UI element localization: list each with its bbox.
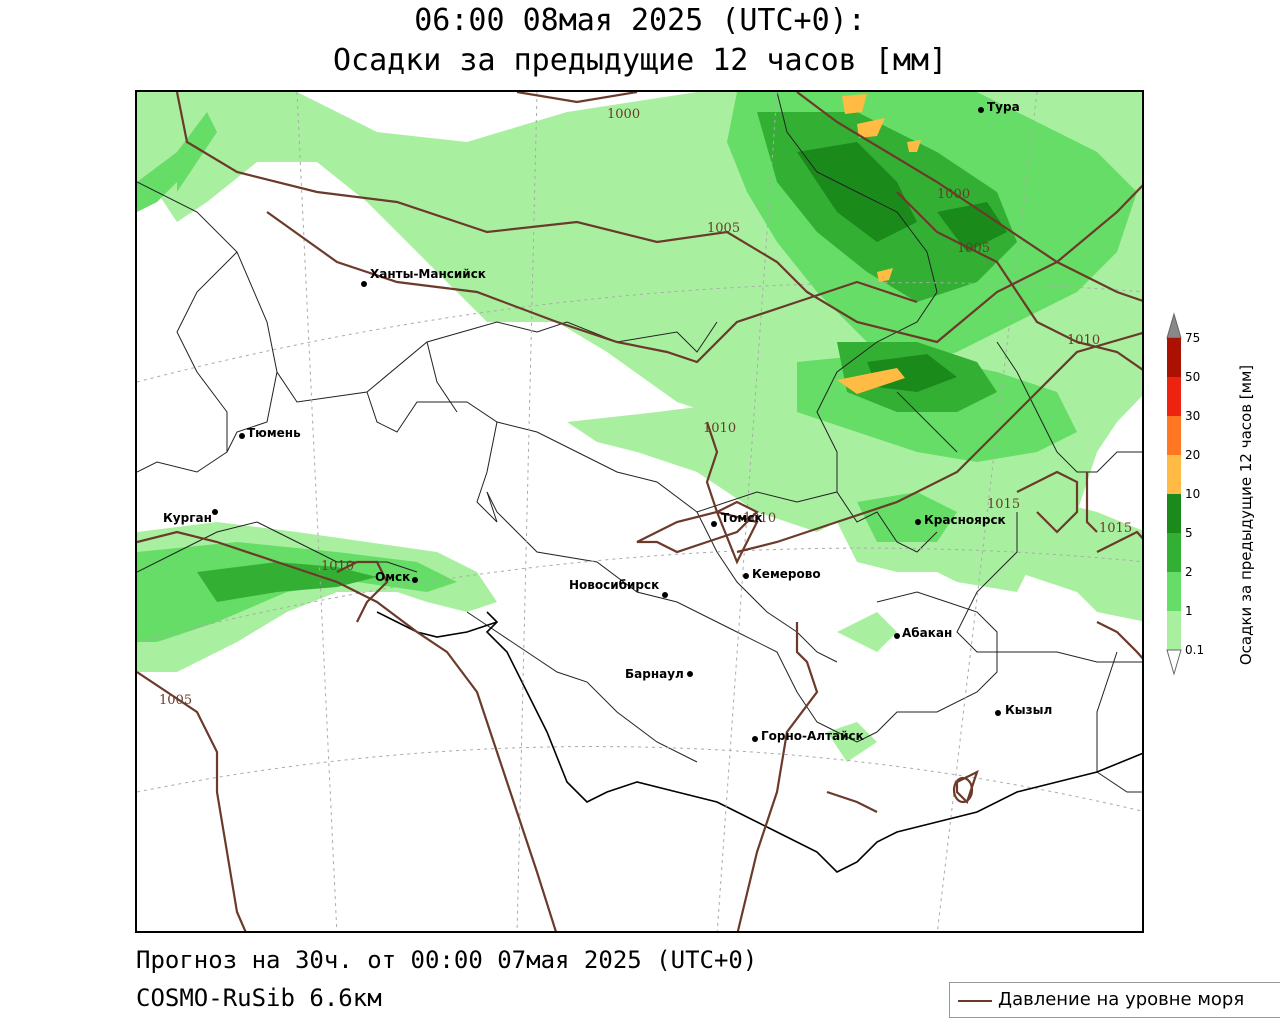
city-dot-krasnoyarsk (915, 519, 921, 525)
colorbar-segment (1167, 416, 1181, 455)
city-label: Кемерово (752, 567, 821, 581)
colorbar-segment (1167, 572, 1181, 611)
administrative-borders (137, 92, 1142, 793)
city-dot-khanty-mansiysk (361, 281, 367, 287)
legend-label: Давление на уровне моря (998, 989, 1245, 1010)
colorbar-tick-label: 10 (1185, 487, 1200, 501)
city-dot-kurgan (212, 509, 218, 515)
city-dot-barnaul (687, 671, 693, 677)
isobar-label: 1005 (159, 693, 192, 708)
colorbar-tick-label: 1 (1185, 604, 1193, 618)
city-label: Курган (163, 511, 212, 525)
map-canvas: 1000 1005 1000 1005 1010 1010 1010 1015 … (137, 92, 1142, 931)
colorbar-svg: 0.1 1 2 5 10 20 30 50 75 (1166, 312, 1204, 676)
colorbar-tick-label: 75 (1185, 331, 1200, 345)
model-name: COSMO-RuSib 6.6км (136, 984, 382, 1012)
isobar-closed-ring (952, 776, 974, 804)
city-dot-tomsk (711, 521, 717, 527)
colorbar-segment (1167, 611, 1181, 650)
colorbar-segment (1167, 494, 1181, 533)
isobar-label: 1010 (743, 511, 776, 526)
map-panel: 1000 1005 1000 1005 1010 1010 1010 1015 … (135, 90, 1144, 933)
colorbar-segment (1167, 533, 1181, 572)
city-dot-novosibirsk (662, 592, 668, 598)
colorbar-bottom-arrow (1166, 649, 1182, 676)
city-markers (212, 107, 1001, 742)
isobar-label: 1010 (321, 559, 354, 574)
colorbar-segment (1167, 455, 1181, 494)
map-title-line1: 06:00 08мая 2025 (UTC+0): (414, 3, 866, 38)
isobar-lines (137, 92, 1142, 931)
isobar-label: 1005 (707, 221, 740, 236)
city-label: Красноярск (924, 513, 1006, 527)
isobar-legend: Давление на уровне моря (949, 982, 1280, 1018)
city-dot-gorno-altaysk (752, 736, 758, 742)
colorbar-tick-label: 2 (1185, 565, 1193, 579)
colorbar-tick-label: 30 (1185, 409, 1200, 423)
isobar-label: 1000 (937, 187, 970, 202)
colorbar-tick-label: 20 (1185, 448, 1200, 462)
city-dot-kemerovo (743, 573, 749, 579)
colorbar-tick-label: 5 (1185, 526, 1193, 540)
colorbar-title-text: Осадки за предыдущие 12 часов [мм] (1237, 364, 1255, 666)
city-label: Томск (721, 511, 763, 525)
city-label: Тура (987, 100, 1020, 114)
map-title-line2: Осадки за предыдущие 12 часов [мм] (332, 43, 948, 78)
colorbar-top-arrow (1166, 312, 1182, 339)
city-label: Тюмень (247, 426, 301, 440)
city-labels: Тура Ханты-Мансийск Тюмень Курган Омск Н… (163, 100, 1052, 743)
city-label: Кызыл (1005, 703, 1052, 717)
isobar-label: 1000 (607, 107, 640, 122)
precipitation-colorbar: 0.1 1 2 5 10 20 30 50 75 (1160, 310, 1220, 720)
city-label: Ханты-Мансийск (370, 267, 486, 281)
city-dot-tura (978, 107, 984, 113)
city-dot-abakan (894, 633, 900, 639)
city-label: Омск (375, 570, 410, 584)
city-label: Барнаул (625, 667, 684, 681)
isobar-label: 1010 (1067, 333, 1100, 348)
colorbar-tick-label: 50 (1185, 370, 1200, 384)
colorbar-segment (1167, 377, 1181, 416)
isobar-label: 1015 (987, 497, 1020, 512)
legend-line-sample (958, 1000, 992, 1002)
isobar-label: 1010 (703, 421, 736, 436)
colorbar-segment (1167, 338, 1181, 377)
city-dot-kyzyl (995, 710, 1001, 716)
precip-extreme-areas (837, 94, 921, 394)
city-label: Новосибирск (569, 578, 659, 592)
state-borders (376, 611, 1142, 873)
city-dot-omsk (412, 577, 418, 583)
isobar-labels: 1000 1005 1000 1005 1010 1010 1010 1015 … (159, 107, 1132, 708)
city-label: Абакан (902, 626, 952, 640)
city-dot-tyumen (239, 433, 245, 439)
isobar-label: 1005 (957, 241, 990, 256)
city-label: Горно-Алтайск (761, 729, 864, 743)
colorbar-tick-label: 0.1 (1185, 643, 1204, 657)
colorbar-title: Осадки за предыдущие 12 часов [мм] (1236, 325, 1256, 705)
forecast-info: Прогноз на 30ч. от 00:00 07мая 2025 (UTC… (136, 946, 758, 974)
isobar-label: 1015 (1099, 521, 1132, 536)
